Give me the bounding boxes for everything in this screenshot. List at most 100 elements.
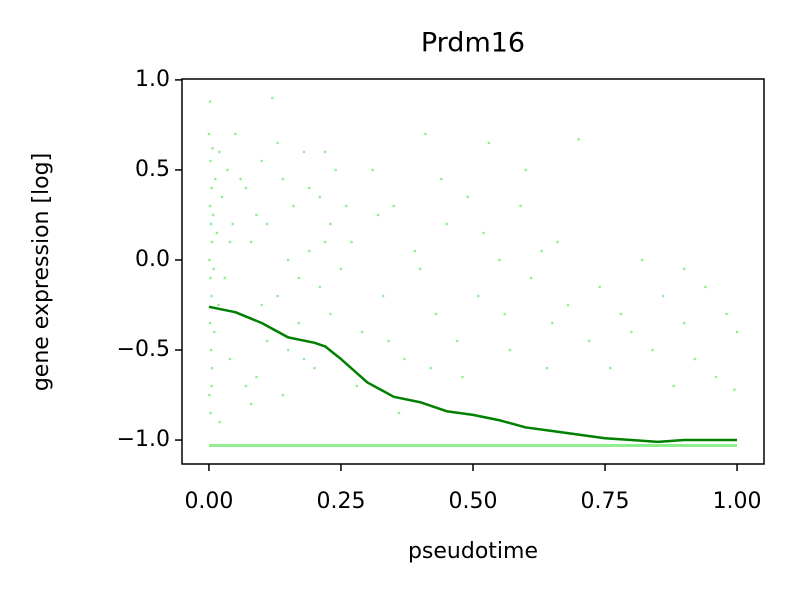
- scatter-point: [519, 204, 522, 208]
- scatter-point: [413, 249, 417, 253]
- scatter-point: [212, 267, 215, 271]
- scatter-point: [220, 195, 224, 199]
- scatter-point: [210, 240, 214, 244]
- scatter-point: [424, 132, 427, 136]
- x-tick-label: 1.00: [713, 489, 762, 514]
- scatter-point: [210, 366, 214, 370]
- scatter-point: [208, 204, 212, 208]
- scatter-point: [323, 240, 327, 244]
- scatter-point: [318, 195, 322, 199]
- scatter-point: [313, 366, 316, 370]
- scatter-point: [208, 393, 211, 397]
- scatter-point: [376, 213, 380, 217]
- scatter-point: [286, 348, 290, 352]
- scatter-point: [226, 168, 229, 172]
- scatter-point: [714, 375, 718, 379]
- scatter-point: [672, 384, 675, 388]
- y-tick-label: 1.0: [135, 67, 170, 92]
- x-tick-label: 0.00: [184, 489, 233, 514]
- scatter-point: [550, 321, 554, 325]
- scatter-point: [566, 303, 570, 307]
- scatter-point: [213, 177, 217, 181]
- scatter-point: [434, 312, 438, 316]
- scatter-point: [476, 294, 480, 298]
- scatter-point: [397, 411, 401, 415]
- chart-title: Prdm16: [421, 28, 525, 59]
- scatter-point: [210, 294, 213, 298]
- scatter-point: [524, 168, 528, 172]
- y-tick-label: −0.5: [117, 337, 170, 362]
- scatter-point: [286, 258, 290, 262]
- scatter-point: [228, 357, 232, 361]
- scatter-point: [355, 384, 359, 388]
- scatter-point: [209, 348, 213, 352]
- scatter-point: [640, 258, 644, 262]
- scatter-point: [350, 240, 353, 244]
- scatter-point: [682, 267, 686, 271]
- scatter-point: [455, 339, 459, 343]
- scatter-point: [704, 285, 707, 289]
- y-tick-label: −1.0: [117, 427, 170, 452]
- scatter-point: [693, 357, 697, 361]
- scatter-point: [271, 96, 274, 100]
- scatter-point: [234, 132, 237, 136]
- scatter-point: [498, 258, 501, 262]
- scatter-point: [403, 357, 406, 361]
- scatter-point: [281, 393, 285, 397]
- scatter-point: [207, 132, 211, 136]
- scatter-point: [392, 204, 396, 208]
- scatter-point: [735, 330, 739, 334]
- scatter-point: [661, 294, 665, 298]
- scatter-point: [503, 312, 506, 316]
- scatter-point: [265, 339, 269, 343]
- scatter-point: [276, 141, 279, 145]
- scatter-point: [212, 330, 216, 334]
- scatter-point: [329, 222, 332, 226]
- scatter-point: [292, 204, 295, 208]
- scatter-point: [209, 159, 212, 163]
- scatter-point: [218, 150, 221, 154]
- scatter-point: [630, 330, 633, 334]
- scatter-point: [545, 366, 549, 370]
- scatter-point: [387, 339, 390, 343]
- scatter-point: [302, 357, 306, 361]
- scatter-point: [209, 276, 212, 280]
- scatter-point: [215, 231, 219, 235]
- scatter-point: [587, 339, 591, 343]
- scatter-point: [609, 366, 612, 370]
- scatter-point: [208, 258, 211, 262]
- y-axis-label: gene expression [log]: [29, 153, 54, 391]
- scatter-point: [239, 177, 242, 181]
- scatter-point: [211, 147, 214, 150]
- scatter-point: [210, 186, 213, 190]
- scatter-point: [211, 213, 215, 217]
- plot-frame: [181, 78, 765, 465]
- scatter-point: [508, 348, 512, 352]
- scatter-point: [307, 249, 311, 253]
- scatter-point: [619, 312, 623, 316]
- scatter-point: [323, 150, 327, 154]
- scatter-point: [360, 330, 364, 334]
- scatter-point: [249, 240, 253, 244]
- scatter-point: [281, 177, 285, 181]
- scatter-point: [466, 195, 470, 199]
- scatter-point: [318, 285, 322, 289]
- y-tick-label: 0.0: [135, 247, 170, 272]
- scatter-point: [231, 222, 235, 226]
- scatter-point: [223, 276, 227, 280]
- scatter-point: [255, 213, 258, 217]
- trend-line: [208, 305, 738, 444]
- scatter-point: [418, 267, 422, 271]
- scatter-point: [210, 384, 213, 388]
- scatter-point: [244, 186, 248, 190]
- scatter-point: [244, 384, 248, 388]
- scatter-point: [297, 276, 301, 280]
- scatter-point: [733, 388, 736, 391]
- x-tick-label: 0.75: [581, 489, 630, 514]
- scatter-point: [249, 402, 253, 406]
- scatter-point: [297, 321, 301, 325]
- scatter-point: [208, 321, 212, 325]
- x-tick-label: 0.50: [449, 489, 498, 514]
- scatter-point: [598, 285, 602, 289]
